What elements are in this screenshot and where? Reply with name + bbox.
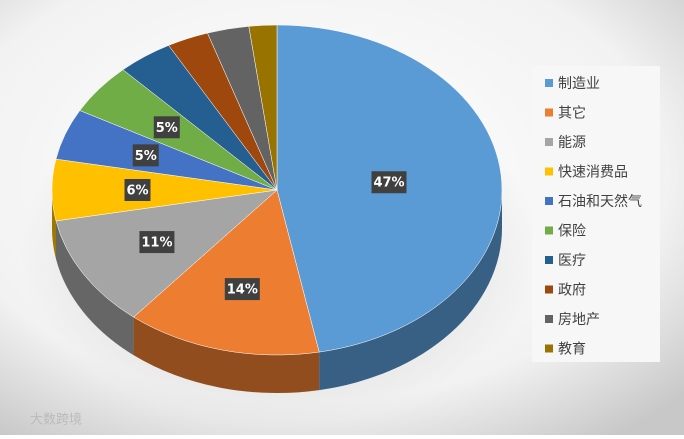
data-label: 5% xyxy=(135,149,157,164)
data-label: 47% xyxy=(373,176,404,191)
slice-side xyxy=(133,317,320,393)
legend-swatch xyxy=(545,138,553,146)
legend-swatch xyxy=(545,226,553,235)
slice-side xyxy=(319,190,502,391)
legend-swatch xyxy=(545,344,553,353)
legend-swatch xyxy=(545,256,553,264)
legend-label: 石油和天然气 xyxy=(558,193,642,210)
legend-label: 政府 xyxy=(558,283,586,299)
data-label: 11% xyxy=(141,236,172,251)
pie: 47% 14% 11% 6% 5% 5% xyxy=(51,24,503,393)
legend-label: 能源 xyxy=(558,135,586,151)
legend-label: 教育 xyxy=(558,342,586,358)
data-label: 5% xyxy=(156,121,178,136)
legend-label: 制造业 xyxy=(558,76,600,92)
data-label-box xyxy=(153,116,180,139)
legend-swatch xyxy=(545,197,553,205)
legend-swatch xyxy=(545,315,553,323)
watermark: 大数跨境 xyxy=(30,413,82,428)
slice xyxy=(133,189,320,356)
data-label-box xyxy=(124,179,151,201)
legend-label: 其它 xyxy=(558,105,586,122)
legend-label: 医疗 xyxy=(558,253,586,269)
data-label: 6% xyxy=(126,184,148,199)
data-label-box xyxy=(139,231,175,254)
data-label-box xyxy=(371,171,407,194)
slice xyxy=(248,24,278,191)
data-label-box xyxy=(224,278,260,301)
data-label-box xyxy=(132,144,159,167)
legend-label: 保险 xyxy=(558,224,586,240)
legend-label: 快速消费品 xyxy=(558,165,628,181)
legend-swatch xyxy=(545,285,553,294)
legend-box xyxy=(532,66,660,362)
data-label: 14% xyxy=(227,283,258,298)
legend-swatch xyxy=(545,167,553,176)
legend-label: 房地产 xyxy=(558,312,600,328)
slice-side xyxy=(55,220,134,356)
legend-swatch xyxy=(545,79,553,87)
legend-swatch xyxy=(545,108,553,117)
slice xyxy=(55,189,278,318)
